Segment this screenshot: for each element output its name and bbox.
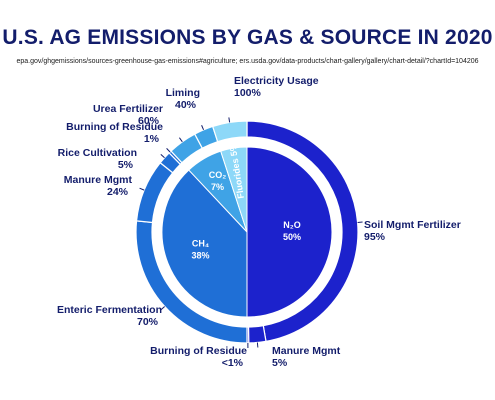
gas-label-ch4: CH₄ (192, 238, 209, 248)
callout-tick-ch4-burning-of-residue (166, 148, 171, 153)
source-segment-n2o-manure-mgmt (247, 324, 267, 344)
source-value-fluorides-electricity-usage: 100% (234, 87, 262, 99)
source-value-ch4-burning-of-residue: 1% (144, 133, 160, 145)
source-value-ch4-enteric-fermentation: 70% (137, 316, 159, 328)
chart-title: U.S. AG EMISSIONS BY GAS & SOURCE IN 202… (2, 26, 493, 49)
source-label-ch4-enteric-fermentation: Enteric Fermentation (57, 304, 162, 316)
source-ring (135, 120, 359, 344)
source-value-n2o-burning-of-residue: <1% (222, 357, 244, 369)
source-label-n2o-manure-mgmt: Manure Mgmt (272, 345, 341, 357)
gas-value-n2o: 50% (283, 232, 301, 242)
callout-tick-co2-urea-fertilizer (179, 137, 183, 143)
source-label-n2o-burning-of-residue: Burning of Residue (150, 345, 247, 357)
gas-label-n2o: N₂O (283, 220, 301, 230)
source-value-n2o-manure-mgmt: 5% (272, 357, 288, 369)
callout-tick-ch4-enteric-fermentation (160, 306, 166, 311)
source-label-ch4-manure-mgmt: Manure Mgmt (64, 174, 133, 186)
source-citation: epa.gov/ghgemissions/sources-greenhouse-… (16, 58, 479, 65)
source-value-ch4-manure-mgmt: 24% (107, 186, 129, 198)
source-label-n2o-soil-mgmt-fertilizer: Soil Mgmt Fertilizer (364, 219, 461, 231)
gas-value-ch4: 38% (192, 250, 210, 260)
source-value-co2-liming: 40% (175, 99, 197, 111)
callout-tick-fluorides-electricity-usage (228, 117, 231, 123)
gas-slice-n2o (246, 146, 333, 318)
source-segment-fluorides-electricity-usage (211, 120, 248, 143)
source-label-co2-liming: Liming (166, 87, 200, 99)
source-value-ch4-rice-cultivation: 5% (118, 159, 134, 171)
callout-tick-ch4-manure-mgmt (139, 187, 145, 191)
gas-value-co2: 7% (211, 182, 224, 192)
gas-pie (161, 146, 333, 318)
gas-slice-ch4 (161, 169, 248, 318)
callout-tick-co2-liming (201, 125, 205, 131)
source-label-fluorides-electricity-usage: Electricity Usage (234, 75, 319, 87)
source-value-n2o-soil-mgmt-fertilizer: 95% (364, 231, 386, 243)
source-label-ch4-burning-of-residue: Burning of Residue (66, 121, 163, 133)
callout-tick-ch4-rice-cultivation (160, 153, 165, 159)
gas-label-co2: CO₂ (209, 170, 227, 180)
source-label-ch4-rice-cultivation: Rice Cultivation (58, 147, 137, 159)
source-label-co2-urea-fertilizer: Urea Fertilizer (93, 103, 163, 115)
source-value-co2-urea-fertilizer: 60% (138, 115, 160, 127)
gas-slice-fluorides (220, 146, 248, 233)
